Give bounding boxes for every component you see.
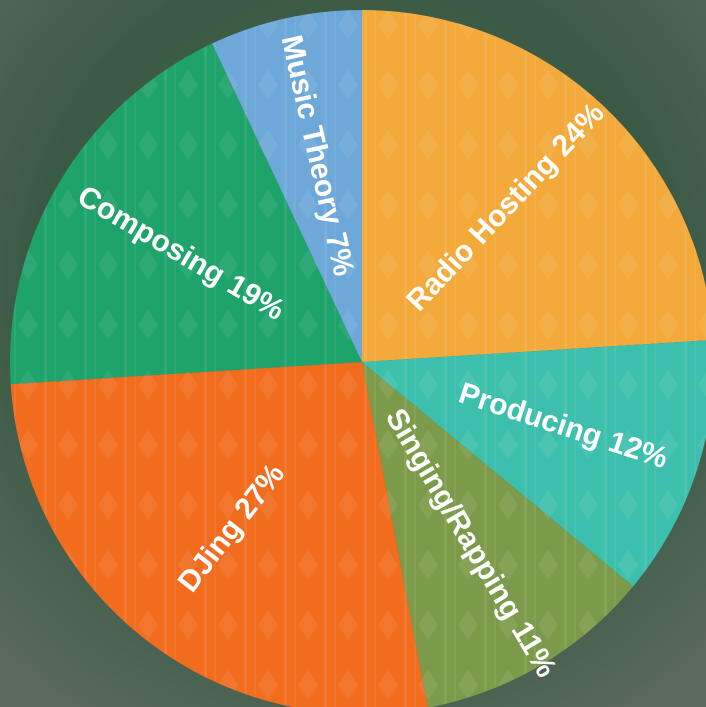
chart: Radio Hosting24%Producing12%Singing/Rapp… [0,0,706,707]
texture [10,10,706,707]
page: Radio Hosting24% Producing12% Singing/Rapp… [0,0,706,707]
